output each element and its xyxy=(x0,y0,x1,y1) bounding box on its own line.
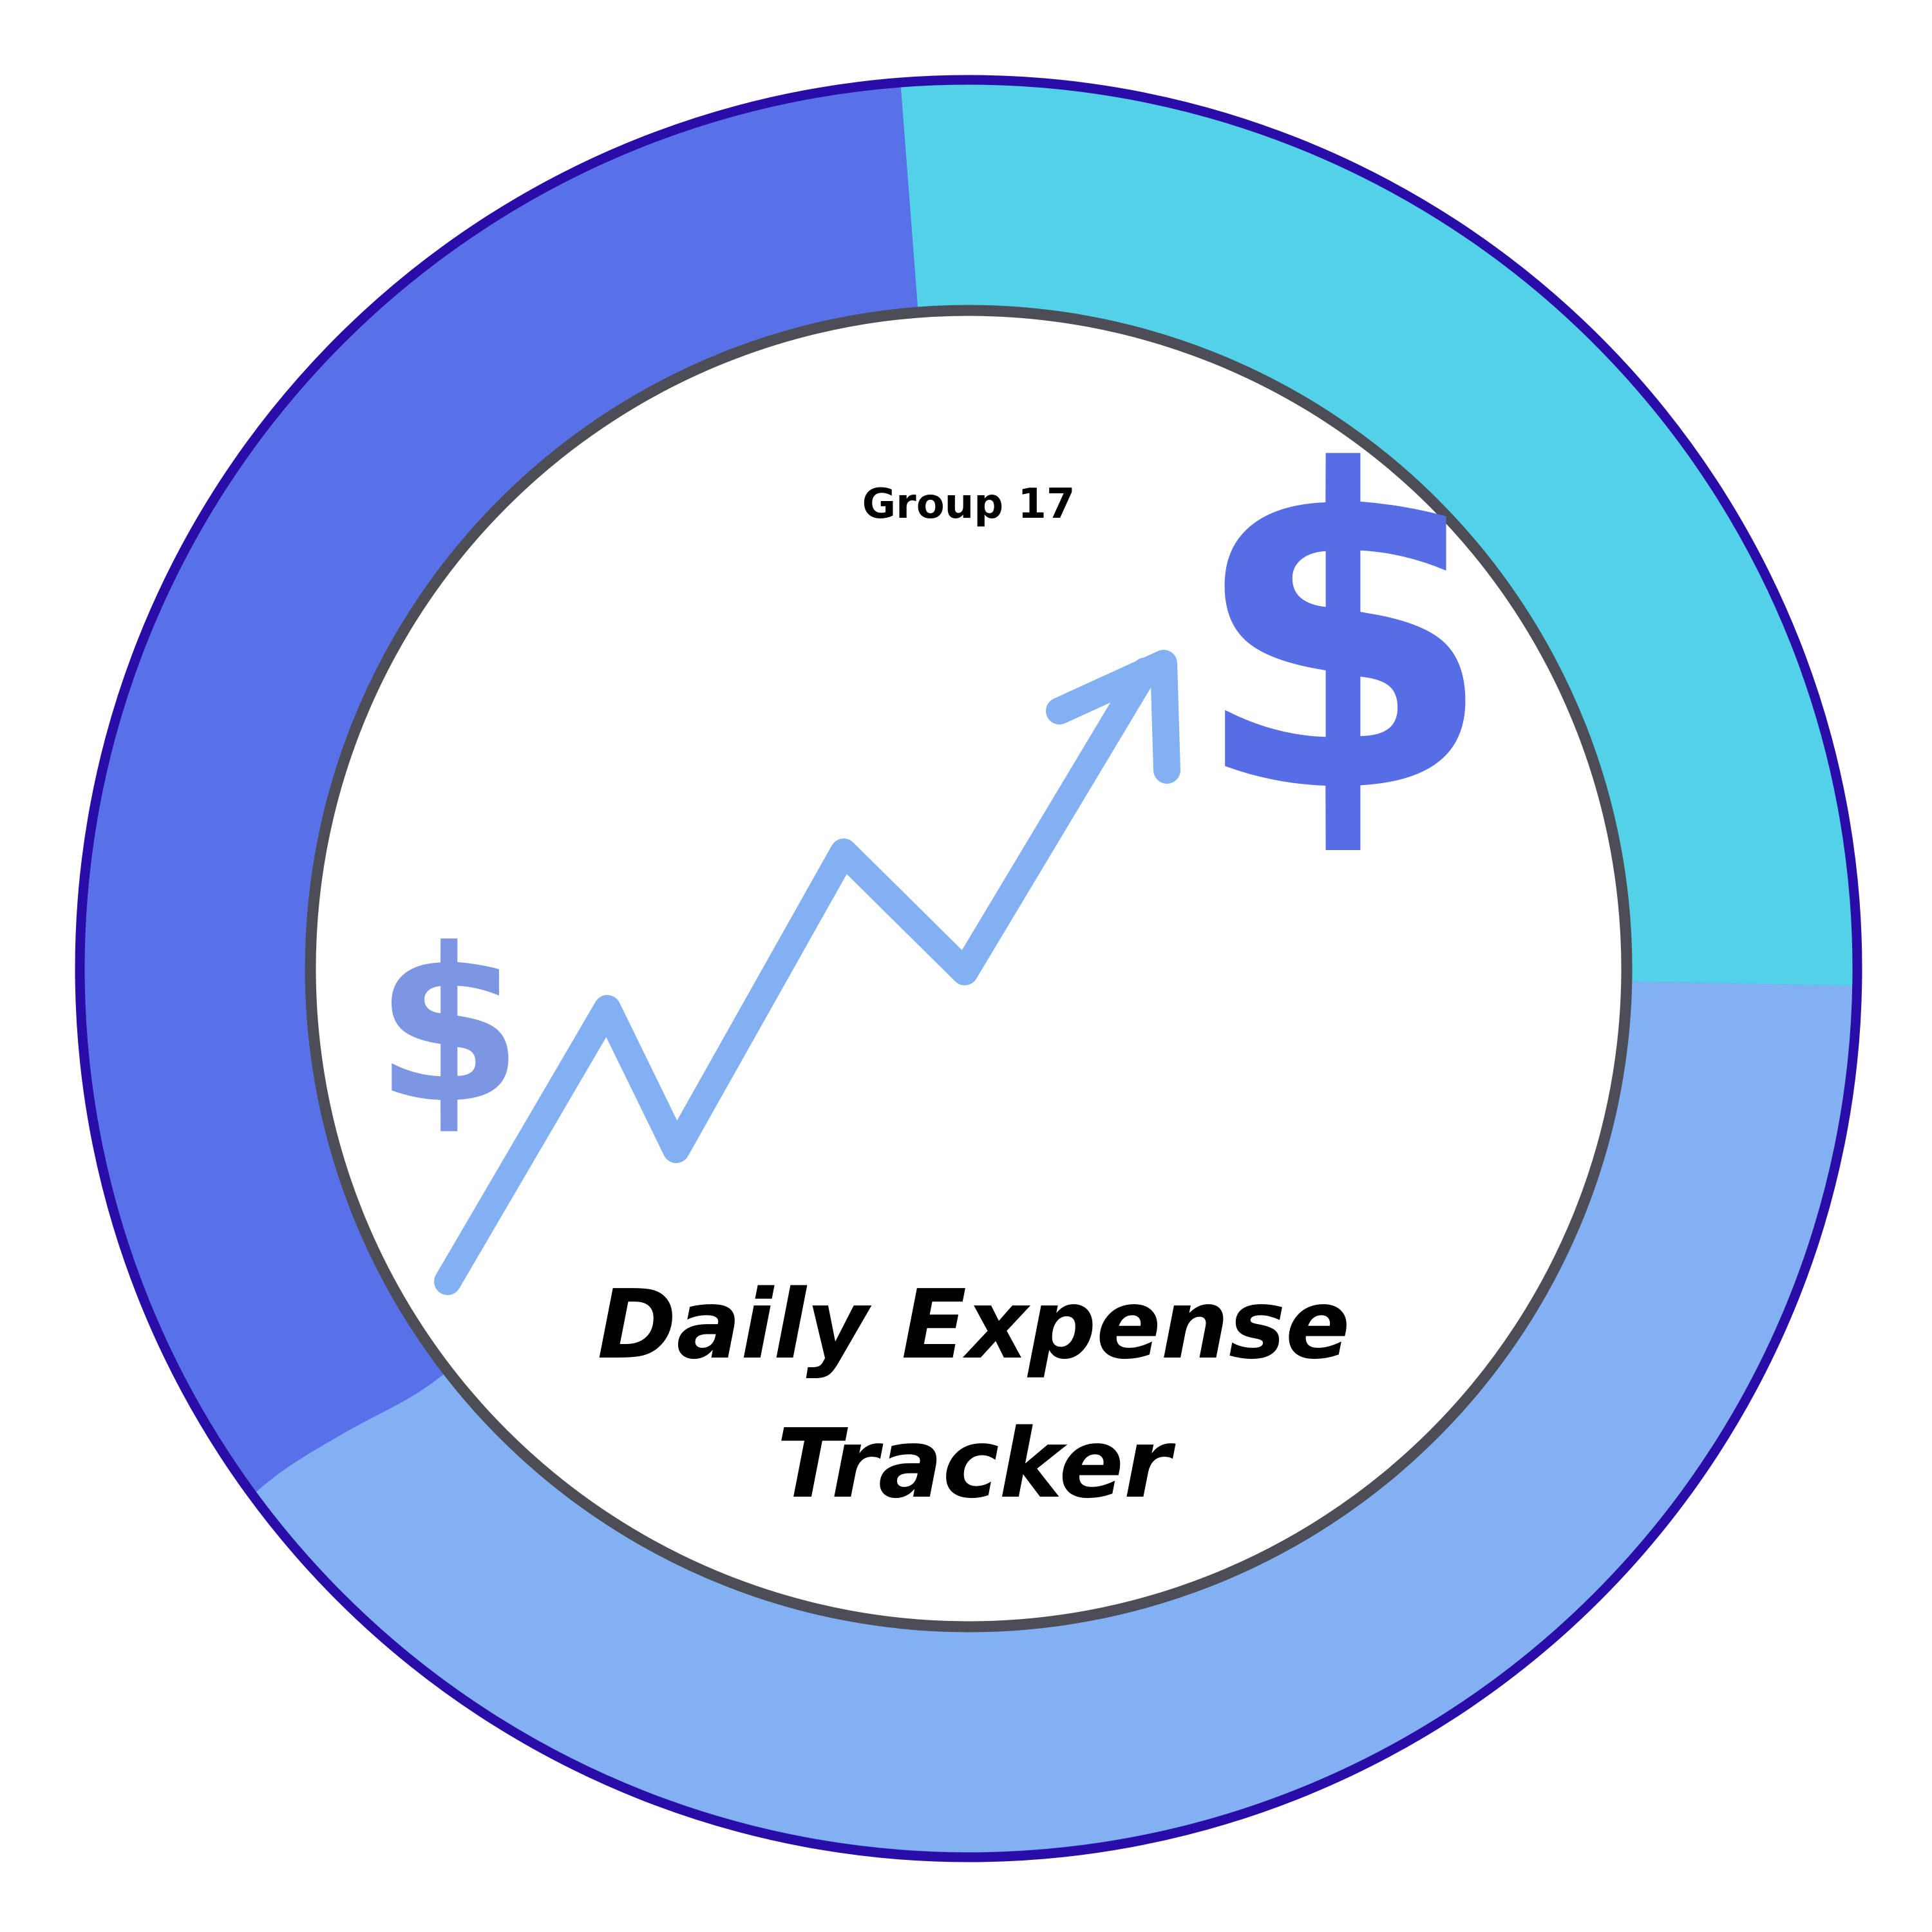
group-label: Group 17 xyxy=(862,480,1075,528)
trend-arrowhead xyxy=(1046,650,1180,784)
app-title-line-2: Tracker xyxy=(777,1408,1176,1519)
trend-line xyxy=(434,658,1159,1295)
app-title-line-1: Daily Expense xyxy=(598,1269,1350,1380)
ring-outline xyxy=(75,75,1862,1862)
dollar-sign-icon: $ xyxy=(375,903,523,1150)
trend-up-arrow-icon xyxy=(434,650,1180,1295)
dollar-sign-icon: $ xyxy=(1190,380,1495,889)
